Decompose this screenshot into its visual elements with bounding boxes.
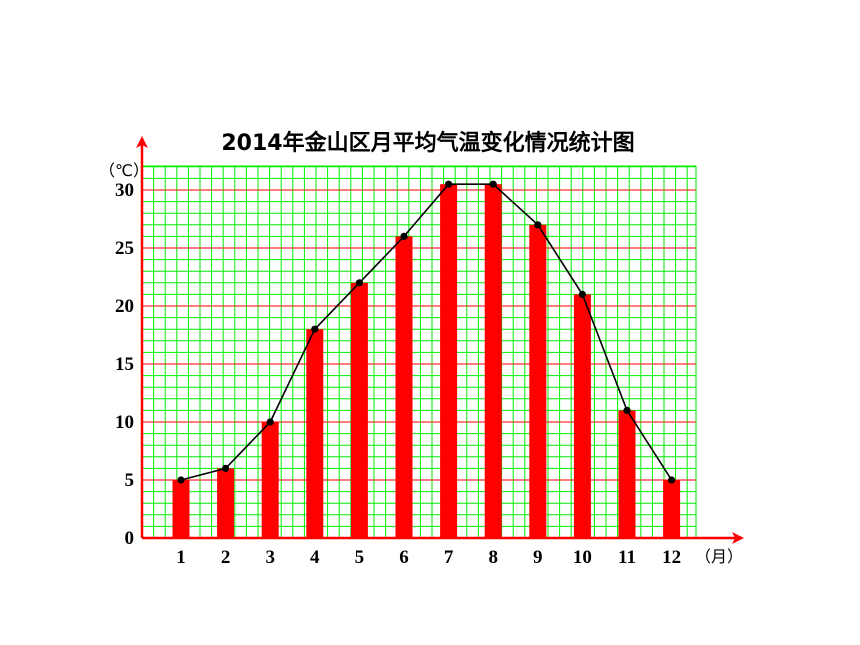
x-tick-label: 2 — [221, 547, 231, 568]
x-tick-label: 5 — [355, 547, 365, 568]
bar-month-2 — [217, 468, 235, 538]
x-tick-label: 1 — [176, 547, 186, 568]
y-tick-label: 30 — [115, 180, 134, 201]
y-tick-label: 25 — [115, 238, 134, 259]
bar-month-1 — [172, 480, 190, 538]
x-tick-label: 6 — [399, 547, 409, 568]
bar-month-9 — [529, 224, 547, 539]
bar-month-3 — [261, 422, 279, 538]
x-tick-label: 11 — [618, 547, 636, 568]
point-month-10 — [578, 290, 587, 298]
y-tick-label: 10 — [115, 412, 134, 433]
point-month-9 — [534, 221, 542, 229]
x-tick-label: 12 — [662, 547, 681, 568]
bar-month-8 — [484, 184, 502, 538]
point-month-8 — [489, 180, 497, 188]
chart-title: 2014年金山区月平均气温变化情况统计图 — [221, 130, 634, 156]
point-month-1 — [177, 476, 185, 484]
point-month-12 — [668, 476, 676, 484]
axes — [136, 136, 744, 544]
bar-month-4 — [306, 329, 324, 538]
point-month-5 — [355, 279, 363, 287]
x-tick-label: 3 — [265, 547, 275, 568]
x-tick-label: 8 — [488, 547, 498, 568]
y-tick-label: 15 — [115, 354, 134, 375]
bar-month-7 — [440, 184, 458, 538]
temperature-line — [180, 183, 673, 481]
bar-month-6 — [395, 236, 413, 538]
point-month-11 — [623, 406, 631, 414]
bar-month-5 — [350, 282, 368, 538]
y-tick-label: 20 — [115, 296, 134, 317]
y-tick-label: 0 — [125, 528, 135, 549]
point-month-7 — [445, 180, 453, 188]
point-month-2 — [222, 464, 230, 472]
x-tick-label: 7 — [444, 547, 454, 568]
x-tick-label: 10 — [573, 547, 592, 568]
y-axis-unit: （℃） — [99, 161, 149, 180]
point-month-3 — [266, 418, 274, 426]
x-tick-labels: 1 2 3 4 5 6 7 8 9 10 11 12 — [176, 547, 681, 568]
bar-series — [172, 184, 681, 539]
point-month-6 — [400, 232, 408, 240]
x-tick-label: 4 — [310, 547, 320, 568]
x-tick-label: 9 — [533, 547, 543, 568]
y-tick-labels: 0 5 10 15 20 25 30 — [115, 180, 134, 549]
line-series — [177, 180, 676, 484]
x-axis-unit: （月） — [695, 547, 743, 566]
bar-month-10 — [573, 294, 591, 538]
point-month-4 — [311, 325, 319, 333]
y-tick-label: 5 — [125, 470, 135, 491]
bar-month-11 — [618, 410, 636, 538]
bar-month-12 — [663, 480, 681, 538]
